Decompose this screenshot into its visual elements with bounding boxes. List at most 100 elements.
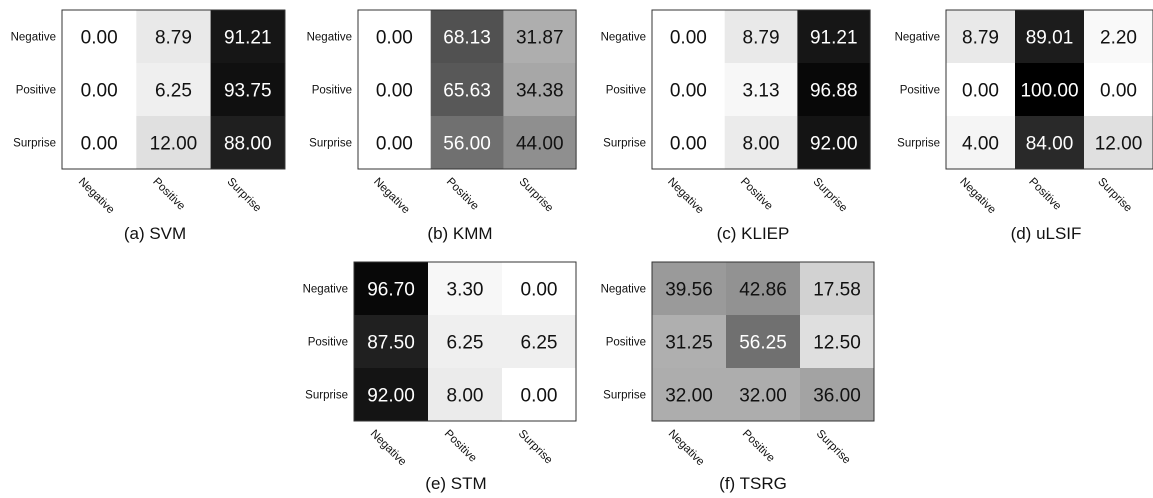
- matrix-frame: [651, 261, 875, 422]
- cell-value: 8.79: [155, 28, 192, 49]
- confusion-matrix-0: 0.00 8.79 91.21 0.00 6.25 93.75 0.00 12.00 88.00…: [11, 9, 286, 243]
- column-label: Positive: [444, 176, 481, 213]
- column-label: Negative: [665, 176, 706, 217]
- heatmap-cell: [946, 10, 1016, 64]
- subfigure-caption: (b) KMM: [427, 224, 492, 243]
- row-label: Negative: [601, 284, 646, 296]
- heatmap-cell: [210, 63, 286, 117]
- cell-value: 88.00: [224, 134, 272, 155]
- subfigure-caption: (d) uLSIF: [1011, 224, 1082, 243]
- row-label: Positive: [312, 85, 352, 97]
- cell-value: 56.00: [443, 134, 491, 155]
- cell-value: 44.00: [516, 134, 564, 155]
- row-label: Positive: [606, 85, 646, 97]
- heatmap-cell: [946, 63, 1016, 117]
- cell-value: 32.00: [739, 386, 787, 407]
- heatmap-cell: [800, 262, 875, 316]
- heatmap-cell: [652, 368, 727, 422]
- heatmap-cell: [726, 262, 801, 316]
- cell-value: 2.20: [1100, 28, 1137, 49]
- confusion-matrix-1: 0.00 68.13 31.87 0.00 65.63 34.38 0.00 56.00 44.…: [307, 9, 577, 243]
- cell-value: 68.13: [443, 28, 491, 49]
- heatmap-cell: [800, 315, 875, 369]
- column-label: Surprise: [517, 176, 556, 215]
- heatmap-cell: [430, 63, 504, 117]
- heatmap-cell: [797, 63, 871, 117]
- heatmap-cell: [428, 368, 503, 422]
- cell-value: 17.58: [813, 280, 861, 301]
- heatmap-cell: [428, 262, 503, 316]
- column-label: Negative: [666, 428, 707, 469]
- row-label: Positive: [606, 337, 646, 349]
- cell-value: 84.00: [1026, 134, 1074, 155]
- heatmap-cell: [430, 10, 504, 64]
- cell-value: 0.00: [81, 81, 118, 102]
- heatmap-cell: [358, 116, 432, 170]
- heatmap-cell: [946, 116, 1016, 170]
- cell-value: 8.00: [743, 134, 780, 155]
- row-label: Positive: [900, 85, 940, 97]
- heatmap-cell: [652, 116, 726, 170]
- row-label: Negative: [11, 32, 56, 44]
- subfigure-caption: (e) STM: [425, 474, 486, 493]
- column-label: Surprise: [516, 428, 555, 467]
- cell-value: 0.00: [670, 134, 707, 155]
- heatmap-cell: [430, 116, 504, 170]
- cell-value: 89.01: [1026, 28, 1074, 49]
- heatmap-cell: [210, 116, 286, 170]
- cell-value: 31.25: [665, 333, 713, 354]
- cell-value: 42.86: [739, 280, 787, 301]
- heatmap-cell: [1015, 63, 1085, 117]
- heatmap-cell: [358, 10, 432, 64]
- column-label: Negative: [368, 428, 409, 469]
- cell-value: 65.63: [443, 81, 491, 102]
- matrix-frame: [61, 9, 286, 170]
- cell-value: 39.56: [665, 280, 713, 301]
- cell-value: 8.00: [447, 386, 484, 407]
- cell-value: 92.00: [810, 134, 858, 155]
- heatmap-cell: [652, 315, 727, 369]
- row-label: Negative: [303, 284, 348, 296]
- heatmap-cell: [652, 262, 727, 316]
- heatmap-cell: [62, 116, 137, 170]
- heatmap-cell: [136, 10, 211, 64]
- heatmap-cell: [62, 63, 137, 117]
- column-label: Surprise: [225, 176, 264, 215]
- cell-value: 12.50: [813, 333, 861, 354]
- heatmap-cell: [428, 315, 503, 369]
- cell-value: 0.00: [670, 81, 707, 102]
- cell-value: 12.00: [1095, 134, 1143, 155]
- heatmap-cell: [800, 368, 875, 422]
- matrix-frame: [357, 9, 577, 170]
- heatmap-cell: [136, 63, 211, 117]
- heatmap-cell: [354, 262, 429, 316]
- cell-value: 0.00: [81, 134, 118, 155]
- row-label: Surprise: [897, 138, 940, 150]
- cell-value: 0.00: [521, 280, 558, 301]
- cell-value: 87.50: [367, 333, 415, 354]
- cell-value: 8.79: [962, 28, 999, 49]
- heatmap-cell: [1084, 63, 1153, 117]
- column-label: Positive: [442, 428, 479, 465]
- row-label: Negative: [895, 32, 940, 44]
- confusion-matrix-5: 39.56 42.86 17.58 31.25 56.25 12.50 32.00 32.00…: [601, 261, 875, 493]
- column-label: Negative: [957, 176, 998, 217]
- cell-value: 96.88: [810, 81, 858, 102]
- matrix-frame: [945, 9, 1153, 170]
- confusion-matrix-3: 8.79 89.01 2.20 0.00 100.00 0.00 4.00 84.00 12.0…: [895, 9, 1153, 243]
- heatmap-cell: [797, 10, 871, 64]
- cell-value: 0.00: [670, 28, 707, 49]
- heatmap-cell: [62, 10, 137, 64]
- row-label: Surprise: [603, 390, 646, 402]
- heatmap-cell: [1084, 116, 1153, 170]
- row-label: Surprise: [13, 138, 56, 150]
- cell-value: 93.75: [224, 81, 272, 102]
- cell-value: 91.21: [810, 28, 858, 49]
- heatmap-cell: [1015, 116, 1085, 170]
- cell-value: 6.25: [447, 333, 484, 354]
- confusion-matrix-4: 96.70 3.30 0.00 87.50 6.25 6.25 92.00 8.00 0.00 N…: [303, 261, 577, 493]
- heatmap-cell: [724, 10, 798, 64]
- cell-value: 0.00: [962, 81, 999, 102]
- cell-value: 0.00: [81, 28, 118, 49]
